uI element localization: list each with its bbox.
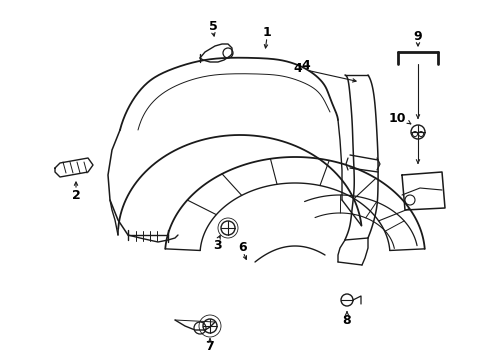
- Text: 4: 4: [293, 62, 302, 75]
- Text: 1: 1: [262, 26, 271, 39]
- Text: 4: 4: [301, 59, 310, 72]
- Text: 8: 8: [342, 314, 350, 327]
- Text: 9: 9: [413, 30, 422, 42]
- Text: 3: 3: [213, 239, 222, 252]
- Text: 5: 5: [208, 19, 217, 32]
- Text: 10: 10: [387, 112, 405, 125]
- Text: 6: 6: [238, 240, 247, 253]
- Text: 2: 2: [71, 189, 80, 202]
- Text: 7: 7: [205, 341, 214, 354]
